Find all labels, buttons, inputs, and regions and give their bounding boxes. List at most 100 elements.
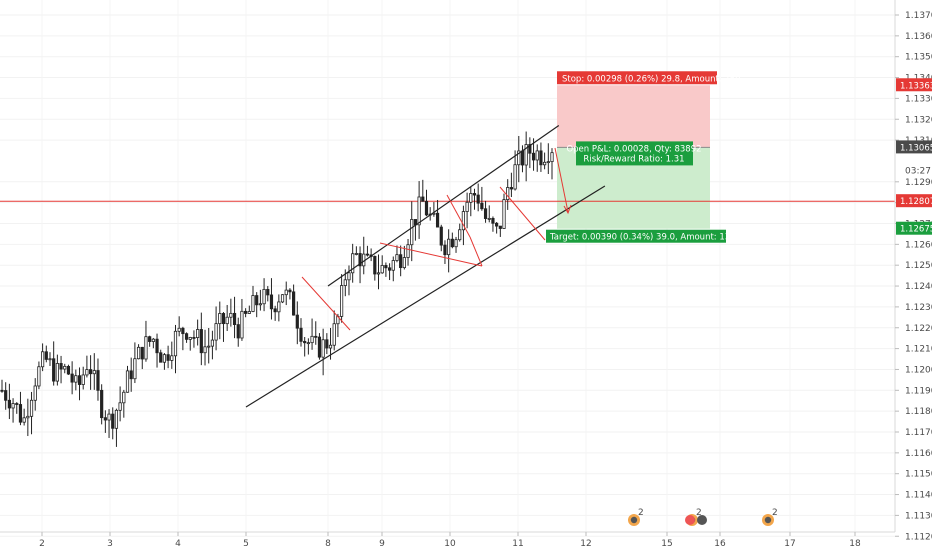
candle-body bbox=[325, 339, 329, 349]
candle-body bbox=[15, 403, 19, 405]
candle-body bbox=[218, 313, 222, 325]
candle-body bbox=[280, 294, 285, 303]
candle-body bbox=[159, 352, 163, 363]
candle-body bbox=[483, 208, 488, 219]
candle-body bbox=[317, 336, 322, 358]
candle-body bbox=[443, 244, 447, 256]
time-tick-label: 2 bbox=[39, 539, 45, 549]
event-c-icon[interactable]: 2 bbox=[762, 508, 778, 526]
time-tick-label: 8 bbox=[325, 539, 331, 549]
swing-line bbox=[469, 236, 483, 267]
candle-body bbox=[391, 260, 395, 271]
drawings bbox=[245, 125, 606, 408]
candle-body bbox=[192, 337, 196, 339]
candle-body bbox=[450, 238, 454, 248]
candle-body bbox=[550, 152, 554, 163]
candle-body bbox=[509, 187, 513, 190]
candle-body bbox=[122, 391, 126, 404]
candle-body bbox=[454, 239, 458, 248]
candle-body bbox=[255, 295, 259, 306]
price-axis[interactable]: 1.137001.136001.135001.134001.133001.132… bbox=[895, 11, 932, 542]
candle-body bbox=[210, 339, 215, 347]
candle-body bbox=[96, 370, 100, 391]
candle-body bbox=[52, 358, 56, 382]
candle-body bbox=[277, 301, 281, 313]
candle-body bbox=[107, 413, 111, 421]
position-labels: Stop: 0.00298 (0.26%) 29.8, Amount: 750 O… bbox=[546, 71, 755, 243]
price-tag-label-target: 1.12675 bbox=[900, 225, 932, 235]
time-tick-label: 17 bbox=[784, 539, 795, 549]
channel-upper-line bbox=[327, 125, 560, 287]
event-c-icon[interactable]: 2 bbox=[628, 508, 644, 526]
candle-body bbox=[513, 164, 517, 190]
event-flag-icon[interactable]: 2 bbox=[685, 508, 707, 526]
channel-lower-line bbox=[245, 185, 606, 408]
candle-body bbox=[458, 229, 462, 241]
pnl-label-box bbox=[576, 141, 693, 166]
event-count: 2 bbox=[638, 508, 644, 518]
event-markers[interactable]: 2 2 2 bbox=[628, 508, 778, 526]
event-core bbox=[630, 516, 638, 524]
candle-body bbox=[196, 329, 200, 338]
price-tag-label-horizontal: 1.12807 bbox=[900, 197, 932, 207]
candle-body bbox=[284, 289, 288, 296]
candle-body bbox=[48, 358, 52, 361]
stop-label-box bbox=[557, 71, 717, 85]
candle-body bbox=[37, 366, 41, 387]
candle-body bbox=[343, 279, 347, 286]
candle-body bbox=[354, 253, 358, 255]
price-tag-horizontal bbox=[896, 194, 932, 208]
candle-body bbox=[111, 413, 115, 429]
candle-body bbox=[18, 404, 23, 423]
candle-body bbox=[539, 150, 543, 166]
candle-body bbox=[100, 389, 104, 419]
candle-body bbox=[144, 336, 148, 360]
candle-body bbox=[480, 202, 484, 210]
price-tick-label: 1.13200 bbox=[905, 115, 932, 125]
candle-body bbox=[41, 351, 45, 368]
candle-body bbox=[136, 346, 141, 360]
candle-body bbox=[543, 161, 547, 166]
candle-body bbox=[181, 327, 185, 335]
target-label: Target: 0.00390 (0.34%) 39.0, Amount: 13… bbox=[549, 233, 755, 243]
price-tag-label-current: 1.13065 bbox=[900, 143, 932, 153]
candle-body bbox=[476, 194, 480, 204]
candle-body bbox=[170, 355, 174, 361]
candle-body bbox=[306, 342, 310, 345]
candle-body bbox=[303, 340, 307, 344]
candle-body bbox=[199, 329, 203, 354]
candle-body bbox=[247, 311, 251, 314]
event-count: 2 bbox=[772, 508, 778, 518]
candle-body bbox=[399, 254, 403, 269]
candle-body bbox=[495, 222, 499, 227]
candle-body bbox=[417, 196, 421, 226]
candle-body bbox=[88, 369, 93, 375]
candle-body bbox=[118, 402, 122, 411]
price-tick-label: 1.13700 bbox=[905, 11, 932, 21]
candle-body bbox=[251, 295, 255, 312]
candle-body bbox=[402, 257, 406, 269]
candle-body bbox=[439, 226, 443, 246]
time-tick-label: 12 bbox=[580, 539, 591, 549]
price-tick-label: 1.13300 bbox=[905, 94, 932, 104]
candle-body bbox=[365, 253, 370, 256]
price-tick-label: 1.12200 bbox=[905, 324, 932, 334]
candle-body bbox=[44, 351, 48, 360]
candle-body bbox=[487, 217, 491, 220]
time-axis[interactable]: 2 3 4 5 8 9 10 11 12 15 16 17 18 bbox=[39, 532, 861, 549]
candle-body bbox=[26, 415, 30, 419]
candle-body bbox=[469, 193, 473, 203]
time-tick-label: 9 bbox=[379, 539, 385, 549]
candle-body bbox=[498, 225, 502, 229]
candle-body bbox=[244, 310, 248, 314]
candle-body bbox=[258, 303, 262, 306]
candle-body bbox=[236, 324, 240, 339]
price-tick-label: 1.11300 bbox=[905, 511, 932, 521]
candle-body bbox=[262, 289, 266, 305]
candle-body bbox=[447, 238, 451, 256]
candle-body bbox=[207, 345, 211, 348]
countdown-label: 03:27 bbox=[905, 166, 931, 176]
candle-body bbox=[173, 330, 178, 357]
